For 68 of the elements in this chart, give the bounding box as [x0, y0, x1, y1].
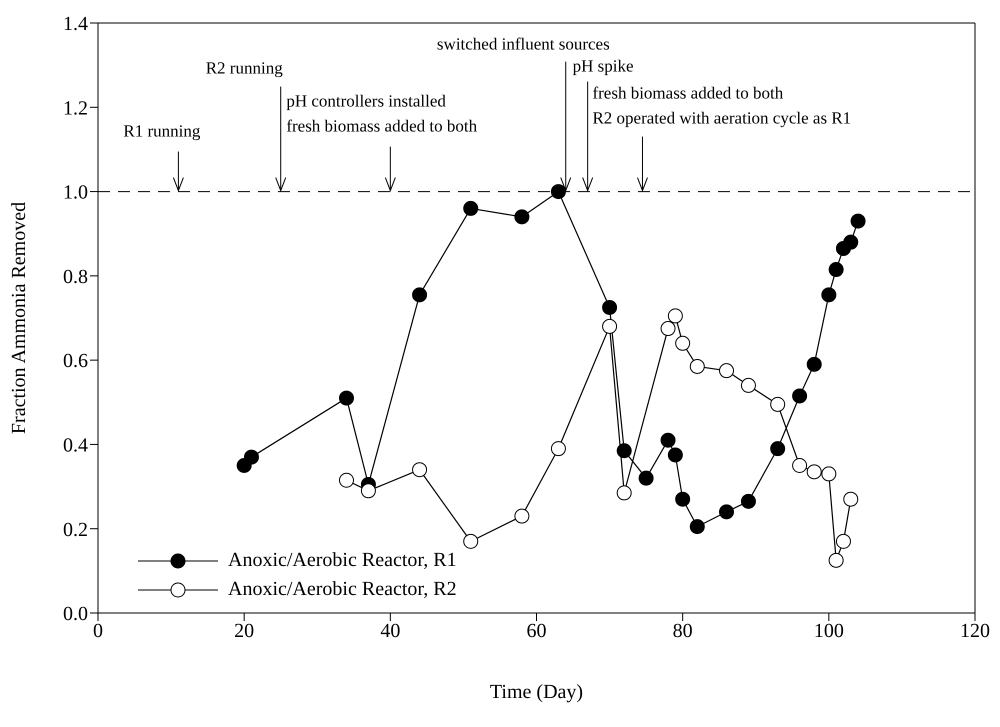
y-tick-label: 0.8: [63, 266, 88, 288]
point: [675, 492, 690, 507]
point: [360, 483, 376, 498]
point: [843, 492, 858, 507]
y-tick-label: 0.0: [63, 603, 88, 626]
point: [828, 552, 844, 568]
x-tick-label: 20: [234, 620, 254, 642]
x-tick-label: 120: [960, 620, 990, 642]
point: [740, 494, 756, 509]
point: [821, 287, 836, 302]
point: [806, 464, 822, 480]
point: [668, 447, 683, 462]
y-tick-label: 1.4: [63, 13, 88, 36]
x-tick-label: 60: [526, 620, 546, 642]
point: [821, 466, 836, 482]
point: [602, 318, 618, 334]
y-tick-label: 0.6: [63, 350, 88, 372]
annotation: R1 running: [123, 122, 201, 141]
y-tick-label: 0.4: [63, 434, 88, 457]
point: [806, 356, 822, 372]
point: [792, 458, 808, 473]
point: [690, 358, 705, 374]
point: [660, 321, 676, 336]
y-axis-title: Fraction Ammonia Removed: [8, 202, 30, 434]
x-tick-label: 100: [814, 620, 844, 642]
point: [850, 214, 866, 229]
x-tick-label: 0: [93, 620, 103, 642]
annotation: R2 running: [206, 58, 284, 78]
x-tick-label: 80: [672, 620, 693, 642]
point: [244, 450, 259, 465]
point: [792, 388, 808, 404]
point: [690, 519, 705, 534]
point: [828, 262, 844, 278]
point: [514, 508, 530, 524]
point: [836, 534, 851, 549]
point: [338, 472, 354, 488]
point: [770, 396, 786, 412]
x-axis-title: Time (Day): [490, 681, 584, 703]
point: [463, 200, 478, 216]
annotation: fresh biomass added to both R2 operated with aeration cycle as R1: [592, 84, 852, 128]
point: [602, 300, 618, 315]
point: [412, 287, 428, 302]
point: [412, 462, 428, 478]
point: [616, 443, 632, 458]
annotation: pH spike: [572, 56, 634, 76]
point: [675, 336, 690, 351]
annotation: pH controllers installed fresh biomass added to both: [286, 92, 478, 136]
point: [660, 432, 676, 448]
point: [638, 470, 654, 486]
point: [740, 378, 756, 393]
y-tick-label: 1.2: [63, 97, 88, 120]
point: [616, 485, 632, 500]
point: [668, 308, 683, 324]
point: [719, 504, 734, 520]
point: [719, 363, 734, 378]
point: [550, 184, 566, 200]
point: [550, 441, 566, 456]
legend-label: Anoxic/Aerobic Reactor, R2: [228, 578, 457, 601]
y-tick-label: 0.2: [63, 518, 88, 541]
annotation: switched influent sources: [436, 34, 610, 54]
point: [770, 441, 786, 456]
legend-label: Anoxic/Aerobic Reactor, R1: [228, 549, 457, 572]
point: [514, 209, 530, 224]
y-tick-label: 1.0: [63, 182, 88, 204]
point: [463, 534, 478, 549]
x-tick-label: 40: [380, 620, 400, 642]
point: [338, 390, 354, 406]
point: [843, 234, 858, 250]
